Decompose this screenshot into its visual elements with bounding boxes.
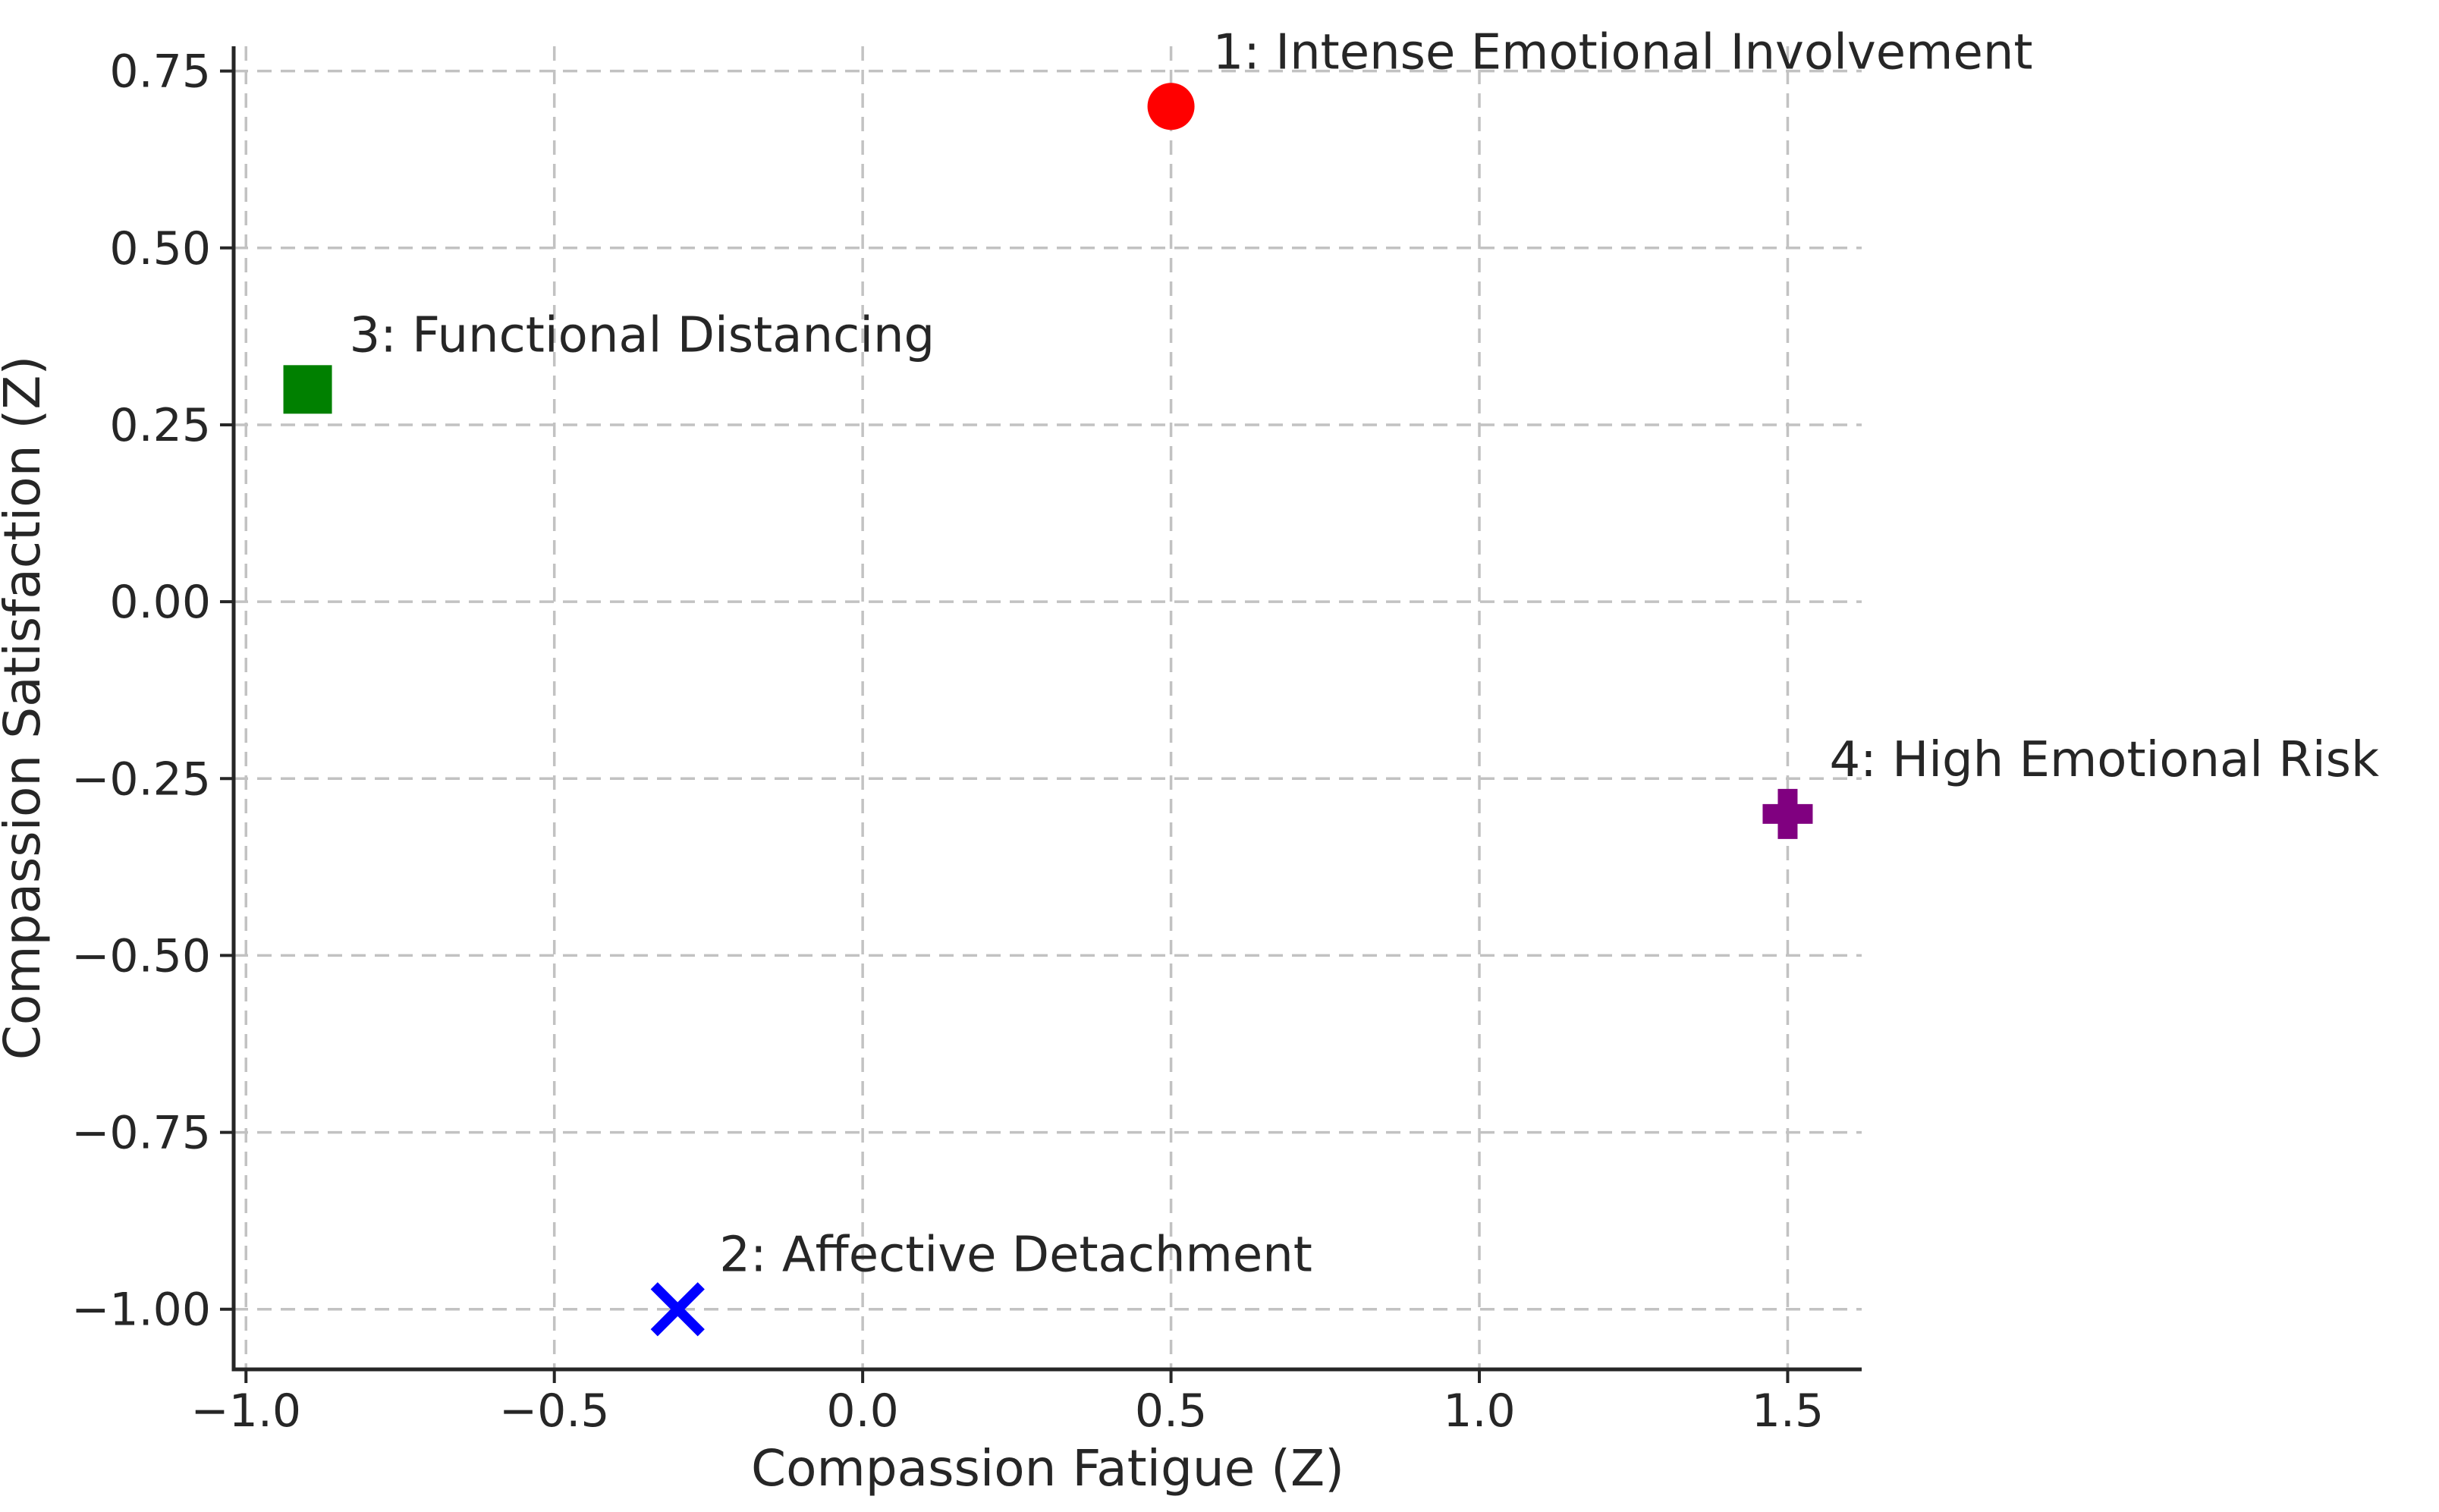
marker-layer <box>283 83 1813 1337</box>
point-label: 3: Functional Distancing <box>350 307 935 363</box>
x-tick-label: −1.0 <box>190 1385 301 1438</box>
annotation-layer: 1: Intense Emotional Involvement 2: Affec… <box>350 24 2380 1283</box>
y-axis-label: Compassion Satisfaction (Z) <box>0 356 52 1060</box>
circle-marker <box>1147 83 1195 130</box>
y-tick-label: 0.00 <box>109 576 211 629</box>
point-label: 4: High Emotional Risk <box>1829 732 2379 788</box>
x-marker <box>650 1282 705 1337</box>
y-tick-label: 0.50 <box>109 222 211 275</box>
x-tick-label: 1.5 <box>1752 1385 1824 1438</box>
point-label: 1: Intense Emotional Involvement <box>1213 24 2033 80</box>
y-tick-label: −0.75 <box>71 1107 211 1160</box>
y-tick-label: −0.50 <box>71 929 211 982</box>
x-axis-label: Compassion Fatigue (Z) <box>751 1439 1344 1498</box>
x-tick-label: 1.0 <box>1443 1385 1515 1438</box>
grid-layer <box>234 46 1862 1369</box>
square-marker <box>283 365 332 414</box>
plus-marker <box>1762 788 1813 839</box>
y-tick-label: −0.25 <box>71 753 211 806</box>
x-tick-label: −0.5 <box>499 1385 610 1438</box>
point-label: 2: Affective Detachment <box>719 1228 1312 1284</box>
x-tick-label: 0.5 <box>1135 1385 1207 1438</box>
x-tick-label: 0.0 <box>826 1385 898 1438</box>
axes-layer: −1.0 −0.5 0.0 0.5 1.0 1.5 0.75 0.50 0.25 0.00 −0.2… <box>71 46 1862 1438</box>
y-tick-label: 0.25 <box>109 399 211 452</box>
y-tick-label: 0.75 <box>109 46 211 99</box>
y-tick-label: −1.00 <box>71 1284 211 1337</box>
